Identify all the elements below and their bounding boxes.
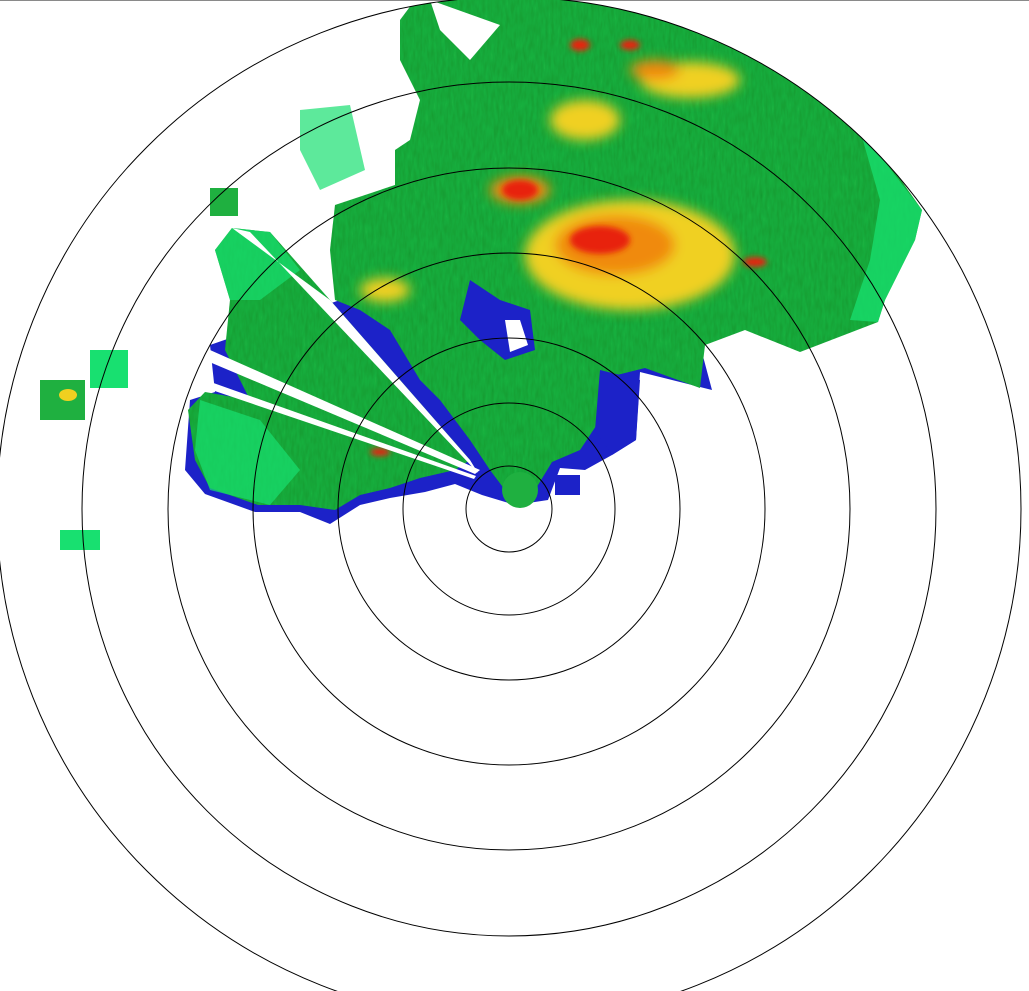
center-echo (555, 475, 580, 495)
echo-core-red (743, 257, 767, 267)
echo-edge-light (850, 130, 922, 322)
weak-echo-cell (595, 370, 640, 455)
range-ring-2 (402, 402, 616, 616)
range-ring-4 (252, 252, 766, 766)
isolated-echo (210, 188, 238, 216)
echo-core-red (620, 40, 640, 50)
isolated-echo-core (59, 389, 77, 401)
range-ring-6 (81, 81, 937, 937)
echo-core-red (370, 448, 390, 456)
echo-edge-light (300, 105, 365, 190)
range-ring-1 (465, 465, 553, 553)
echo-core-red (502, 180, 538, 200)
echo-layer (40, 0, 922, 550)
isolated-echo (40, 380, 85, 420)
beam-blockage-wedge (200, 380, 476, 479)
isolated-echo (90, 350, 128, 388)
echo-gap (505, 320, 528, 352)
isolated-echo (60, 530, 100, 550)
echo-core-orange (630, 60, 680, 80)
echo-gap (430, 0, 500, 60)
echo-core-red (570, 226, 630, 254)
echo-core-yellow (550, 100, 620, 140)
center-echo (502, 472, 538, 508)
echo-core-red (570, 39, 590, 51)
echo-edge-light (215, 228, 300, 300)
range-ring-5 (167, 167, 851, 851)
echo-edge-light (195, 400, 300, 505)
beam-blockage-wedge (200, 350, 480, 474)
range-ring-3 (337, 337, 681, 681)
echo-core-yellow (360, 278, 410, 302)
